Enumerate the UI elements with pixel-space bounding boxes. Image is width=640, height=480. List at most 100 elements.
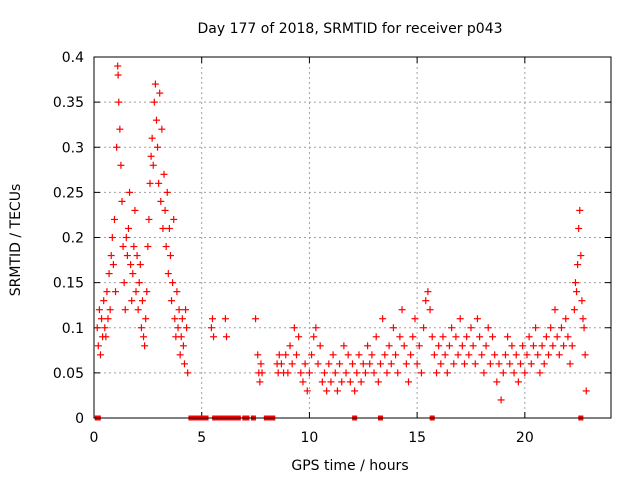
data-point — [308, 351, 316, 359]
data-point — [534, 351, 542, 359]
data-point — [179, 342, 187, 350]
data-point — [132, 288, 140, 296]
data-point — [366, 360, 374, 368]
data-point — [169, 279, 177, 287]
y-tick-label: 0.05 — [53, 366, 84, 382]
data-point — [173, 288, 181, 296]
data-point — [284, 369, 292, 377]
data-point — [178, 315, 186, 323]
data-point — [118, 197, 126, 205]
data-point — [98, 315, 106, 323]
data-point — [162, 243, 170, 251]
data-point — [413, 360, 421, 368]
y-tick-label: 0.25 — [53, 185, 84, 201]
data-point — [210, 333, 218, 341]
data-point — [106, 306, 114, 314]
data-point — [151, 80, 159, 88]
data-point — [318, 378, 326, 386]
data-point — [506, 360, 514, 368]
data-point — [545, 351, 553, 359]
data-point — [420, 324, 428, 332]
data-point — [491, 351, 499, 359]
data-point — [310, 333, 318, 341]
data-point — [157, 197, 165, 205]
data-point — [557, 324, 565, 332]
data-point — [256, 378, 264, 386]
y-tick-label: 0 — [75, 411, 84, 427]
data-point — [305, 369, 313, 377]
data-point — [405, 378, 413, 386]
data-point — [428, 333, 436, 341]
data-point — [473, 315, 481, 323]
data-point — [409, 333, 417, 341]
data-point — [547, 324, 555, 332]
y-tick-label: 0.3 — [62, 140, 84, 156]
axis-ticks: 0 0.05 0.1 0.15 0.2 0.25 0.3 0.35 0.4 0 5 10 15 20 — [53, 50, 611, 446]
data-point — [435, 342, 443, 350]
data-point — [95, 306, 103, 314]
data-point — [478, 351, 486, 359]
data-point — [150, 98, 158, 106]
data-point — [527, 360, 535, 368]
data-point — [549, 342, 557, 350]
data-point — [577, 252, 585, 260]
data-point — [450, 360, 458, 368]
data-point — [523, 351, 531, 359]
data-point — [286, 342, 294, 350]
data-point — [387, 360, 395, 368]
data-point — [147, 152, 155, 160]
data-point — [493, 378, 501, 386]
data-point — [101, 324, 109, 332]
data-point — [426, 306, 434, 314]
data-point — [182, 306, 190, 314]
data-point — [564, 333, 572, 341]
data-point — [142, 315, 150, 323]
data-point — [344, 351, 352, 359]
data-point — [156, 89, 164, 97]
data-point — [123, 252, 131, 260]
data-point — [355, 351, 363, 359]
data-point — [94, 342, 102, 350]
x-tick-label: 20 — [516, 430, 534, 446]
data-point — [497, 396, 505, 404]
data-point — [154, 143, 162, 151]
data-point — [170, 215, 178, 223]
data-point — [288, 360, 296, 368]
data-point — [445, 342, 453, 350]
data-point — [562, 315, 570, 323]
data-point — [532, 324, 540, 332]
data-point — [575, 224, 583, 232]
data-point — [439, 333, 447, 341]
data-point — [105, 270, 113, 278]
data-point — [161, 206, 169, 214]
data-point — [323, 387, 331, 395]
data-point — [131, 206, 139, 214]
data-point — [540, 360, 548, 368]
data-point — [381, 351, 389, 359]
data-point — [578, 297, 586, 305]
data-point — [126, 188, 134, 196]
data-point — [183, 324, 191, 332]
data-point — [454, 351, 462, 359]
data-point — [551, 306, 559, 314]
data-point — [519, 342, 527, 350]
data-point — [538, 342, 546, 350]
data-point — [441, 351, 449, 359]
data-point — [400, 342, 408, 350]
data-point — [128, 297, 136, 305]
data-point — [555, 351, 563, 359]
data-point — [122, 234, 130, 241]
data-point — [327, 378, 335, 386]
x-tick-label: 15 — [408, 430, 426, 446]
data-point — [171, 315, 179, 323]
data-point — [529, 342, 537, 350]
data-point — [571, 279, 579, 287]
data-point — [394, 369, 402, 377]
y-tick-label: 0.2 — [62, 231, 84, 247]
data-point — [430, 351, 438, 359]
data-point — [119, 243, 127, 251]
data-point — [581, 351, 589, 359]
y-tick-label: 0.15 — [53, 276, 84, 292]
data-point — [452, 333, 460, 341]
data-point — [140, 333, 148, 341]
